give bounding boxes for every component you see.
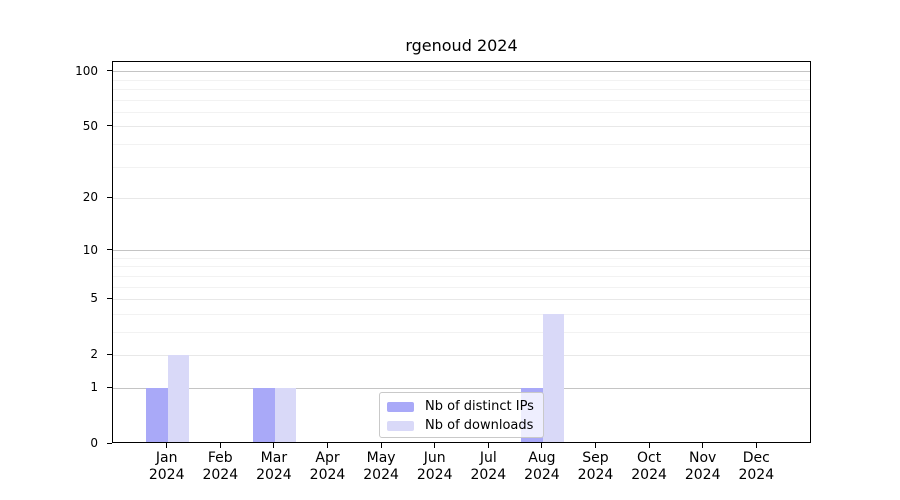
y-gridline [113,387,810,389]
y-gridline [113,257,810,259]
y-gridline [113,354,810,356]
x-tick-label-dec: Dec 2024 [726,450,786,484]
x-tick-year: 2024 [256,467,292,483]
x-tick-label-sep: Sep 2024 [566,450,626,484]
x-tick-year: 2024 [631,467,667,483]
y-gridline [113,266,810,268]
x-tick-year: 2024 [202,467,239,483]
x-tick-month: Nov [689,450,717,466]
x-tick-label-jan: Jan 2024 [137,450,197,484]
y-tick-mark [107,249,112,251]
x-tick-mark [595,443,596,448]
y-tick-label: 20 [82,190,98,205]
legend: Nb of distinct IPs Nb of downloads [379,392,544,438]
legend-swatch [387,401,414,412]
x-tick-mark [702,443,704,448]
x-tick-mark [380,443,382,448]
y-gridline [113,71,810,73]
bar-nb-of-downloads [274,388,297,442]
x-tick-mark [487,443,489,448]
y-tick-mark [107,70,112,72]
x-tick-year: 2024 [577,467,614,483]
bar-nb-of-downloads [542,314,565,442]
y-gridline [113,275,810,277]
x-tick-year: 2024 [309,467,346,483]
y-gridline [113,99,810,101]
y-tick-label: 5 [90,291,98,306]
chart-title: rgenoud 2024 [405,36,518,55]
x-tick-month: May [366,450,396,466]
y-tick-label: 50 [82,118,98,133]
x-tick-label-nov: Nov 2024 [673,450,733,484]
y-gridline [113,313,810,315]
y-gridline [113,331,810,333]
x-tick-mark [434,443,436,448]
y-tick-label: 0 [90,436,98,450]
bar-nb-of-downloads [167,355,190,442]
x-tick-year: 2024 [470,467,507,483]
x-tick-mark [755,443,757,448]
x-tick-label-apr: Apr 2024 [298,450,358,484]
bar-nb-of-distinct-ips [253,388,275,442]
y-gridline [113,143,810,145]
x-tick-month: Jul [479,450,497,466]
x-tick-month: Feb [207,450,233,466]
legend-item-downloads: Nb of downloads [387,416,543,435]
x-tick-year: 2024 [363,467,399,483]
x-tick-mark [273,443,275,448]
y-tick-label: 100 [75,63,98,78]
x-tick-year: 2024 [738,467,775,483]
y-gridline [113,89,810,91]
legend-label: Nb of downloads [425,418,534,433]
y-gridline [113,126,810,128]
x-tick-month: Mar [260,450,288,466]
x-tick-year: 2024 [524,467,560,483]
x-tick-month: Dec [742,450,770,466]
x-tick-label-jun: Jun 2024 [405,450,465,484]
x-tick-label-may: May 2024 [351,450,411,484]
x-tick-label-aug: Aug 2024 [512,450,572,484]
y-tick-mark [107,125,112,127]
y-tick-mark [107,196,112,198]
y-tick-label: 10 [82,242,98,257]
y-gridline [113,298,810,300]
x-tick-label-jul: Jul 2024 [458,450,518,484]
y-gridline [113,286,810,288]
y-gridline [113,166,810,168]
y-gridline [113,111,810,113]
y-tick-mark [107,386,112,388]
legend-label: Nb of distinct IPs [425,399,534,414]
x-tick-label-oct: Oct 2024 [619,450,679,484]
bar-nb-of-distinct-ips [146,388,168,442]
x-tick-mark [219,443,221,448]
x-tick-label-mar: Mar 2024 [244,450,304,484]
x-tick-year: 2024 [684,467,721,483]
x-tick-mark [648,443,650,448]
x-tick-year: 2024 [416,467,453,483]
x-tick-mark [327,443,328,448]
y-gridline [113,79,810,81]
y-gridline [113,197,810,199]
y-tick-label: 2 [90,347,98,362]
y-gridline [113,250,810,252]
x-tick-month: Sep [582,450,609,466]
x-tick-label-feb: Feb 2024 [190,450,250,484]
x-tick-month: Jun [423,450,446,466]
y-tick-label: 1 [90,380,98,395]
x-tick-mark [166,443,168,448]
legend-swatch [387,420,414,431]
x-tick-month: Jan [155,450,178,466]
y-tick-mark [107,442,112,444]
x-tick-mark [541,443,543,448]
y-tick-mark [107,297,112,299]
x-tick-year: 2024 [148,467,185,483]
x-tick-month: Aug [528,450,556,466]
x-tick-month: Oct [636,450,662,466]
plot-area: Nb of distinct IPs Nb of downloads [112,61,811,443]
y-tick-mark [107,353,112,355]
x-tick-month: Apr [315,450,340,466]
legend-item-distinct-ips: Nb of distinct IPs [387,397,543,416]
